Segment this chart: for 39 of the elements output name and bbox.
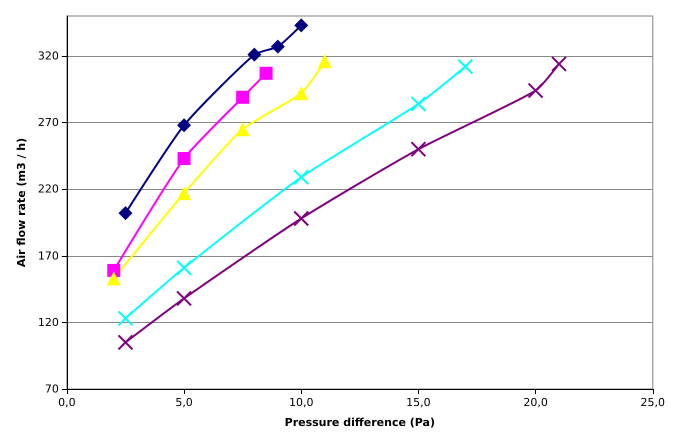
- point: [260, 66, 273, 80]
- point: [410, 141, 426, 158]
- y-tick-label: 220: [38, 182, 59, 196]
- point: [118, 206, 132, 220]
- x-tick-label: 0,0: [58, 396, 76, 409]
- point: [528, 82, 544, 99]
- point: [236, 122, 250, 136]
- point: [457, 58, 474, 75]
- point: [294, 18, 308, 32]
- point: [236, 90, 250, 104]
- point: [176, 290, 192, 306]
- point: [294, 86, 308, 100]
- x-tick-label: 25,0: [640, 396, 666, 409]
- y-tick-label: 320: [38, 49, 59, 62]
- point: [247, 48, 262, 62]
- point: [270, 40, 285, 54]
- point: [177, 186, 192, 200]
- point: [551, 56, 568, 72]
- point: [178, 152, 191, 166]
- point: [107, 264, 120, 277]
- x-tick-label: 5,0: [175, 396, 193, 409]
- point: [117, 334, 134, 350]
- y-tick-label: 70: [44, 382, 59, 396]
- y-tick-label: 120: [38, 316, 59, 329]
- x-axis-title: Pressure difference (Pa): [284, 416, 436, 429]
- point: [176, 260, 192, 276]
- point: [117, 310, 134, 326]
- x-tick-label: 10,0: [288, 396, 314, 409]
- point: [293, 210, 310, 226]
- x-tick-label: 20,0: [523, 396, 548, 409]
- point: [106, 271, 121, 286]
- y-axis-title: Air flow rate (m3 / h): [15, 138, 28, 268]
- point: [318, 54, 332, 68]
- x-tick-label: 15,0: [406, 396, 431, 409]
- point: [410, 96, 426, 112]
- y-tick-label: 170: [38, 249, 59, 262]
- point: [293, 169, 310, 186]
- y-tick-label: 270: [38, 116, 59, 130]
- point: [177, 118, 192, 132]
